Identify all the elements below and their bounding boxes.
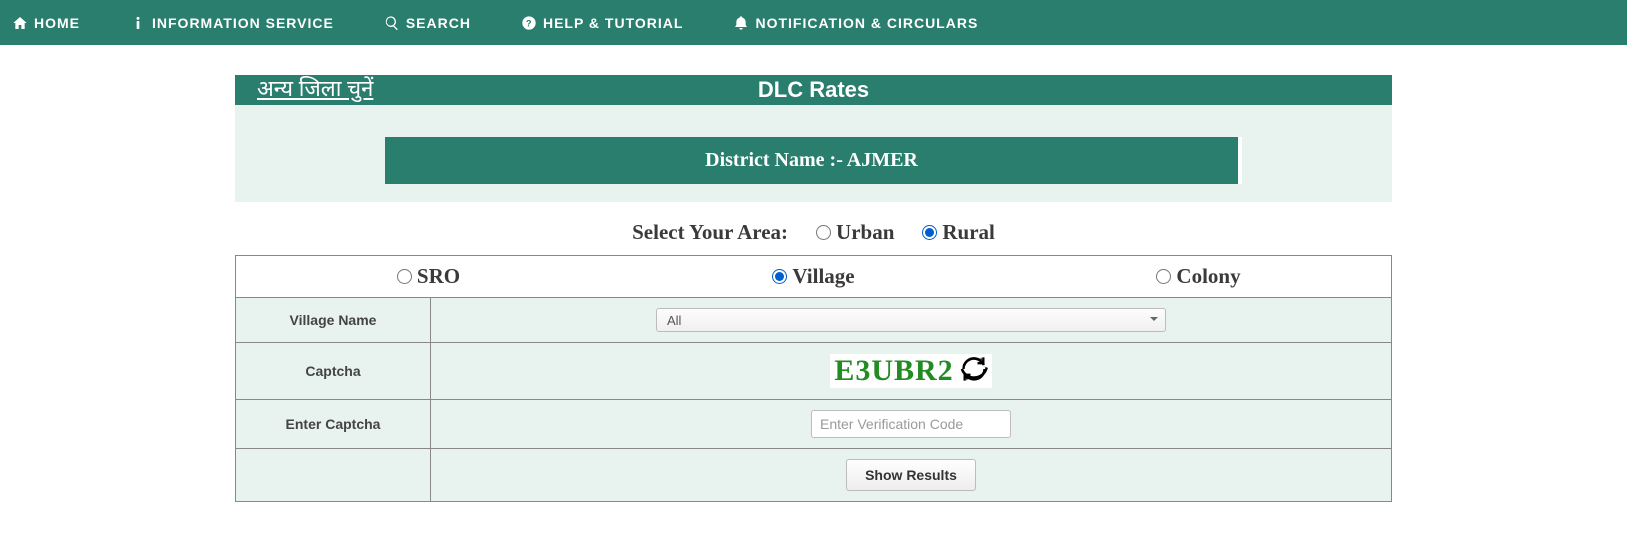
category-village-option[interactable]: Village: [772, 264, 854, 289]
radio-rural[interactable]: [922, 225, 937, 240]
page-title: DLC Rates: [235, 77, 1392, 103]
nav-search[interactable]: SEARCH: [384, 15, 471, 31]
nav-home[interactable]: HOME: [12, 15, 80, 31]
page-header-bar: अन्य जिला चुनें DLC Rates: [235, 75, 1392, 105]
area-urban-option[interactable]: Urban: [816, 220, 894, 245]
nav-info-label: INFORMATION SERVICE: [152, 15, 334, 31]
area-rural-option[interactable]: Rural: [922, 220, 995, 245]
show-results-label-cell: [236, 449, 431, 502]
nav-notif-label: NOTIFICATION & CIRCULARS: [755, 15, 978, 31]
nav-home-label: HOME: [34, 15, 80, 31]
area-rural-label: Rural: [942, 220, 995, 245]
refresh-captcha-button[interactable]: [960, 355, 988, 388]
category-sro-option[interactable]: SRO: [397, 264, 460, 289]
category-colony-label: Colony: [1176, 264, 1240, 289]
row-show-results: Show Results: [236, 449, 1392, 502]
home-icon: [12, 15, 28, 31]
row-village-name: Village Name All: [236, 298, 1392, 343]
other-district-link[interactable]: अन्य जिला चुनें: [235, 76, 373, 105]
village-name-label: Village Name: [236, 298, 431, 343]
area-urban-label: Urban: [836, 220, 894, 245]
captcha-input[interactable]: [811, 410, 1011, 438]
captcha-display: E3UBR2: [830, 354, 991, 388]
nav-help-label: HELP & TUTORIAL: [543, 15, 684, 31]
radio-sro[interactable]: [397, 269, 412, 284]
radio-urban[interactable]: [816, 225, 831, 240]
select-area-row: Select Your Area: Urban Rural: [632, 220, 995, 245]
enter-captcha-label: Enter Captcha: [236, 400, 431, 449]
captcha-label: Captcha: [236, 343, 431, 400]
village-name-value: All: [667, 313, 681, 328]
content-wrap: अन्य जिला चुनें DLC Rates District Name …: [0, 45, 1627, 502]
bell-icon: [733, 15, 749, 31]
info-icon: [130, 15, 146, 31]
nav-information-service[interactable]: INFORMATION SERVICE: [130, 15, 334, 31]
row-enter-captcha: Enter Captcha: [236, 400, 1392, 449]
district-name-label: District Name :- AJMER: [385, 137, 1242, 184]
area-select-panel: Select Your Area: Urban Rural: [235, 202, 1392, 255]
category-sro-label: SRO: [417, 264, 460, 289]
nav-notification-circulars[interactable]: NOTIFICATION & CIRCULARS: [733, 15, 978, 31]
form-table: SRO Village Colony: [235, 255, 1392, 502]
category-village-label: Village: [792, 264, 854, 289]
top-navbar: HOME INFORMATION SERVICE SEARCH ? HELP &…: [0, 0, 1627, 45]
category-colony-option[interactable]: Colony: [1156, 264, 1240, 289]
category-row: SRO Village Colony: [236, 256, 1392, 298]
row-captcha: Captcha E3UBR2: [236, 343, 1392, 400]
nav-help-tutorial[interactable]: ? HELP & TUTORIAL: [521, 15, 684, 31]
select-area-label: Select Your Area:: [632, 220, 788, 245]
show-results-button[interactable]: Show Results: [846, 459, 976, 491]
radio-colony[interactable]: [1156, 269, 1171, 284]
svg-text:?: ?: [526, 18, 532, 28]
district-panel: District Name :- AJMER: [235, 105, 1392, 202]
help-icon: ?: [521, 15, 537, 31]
village-name-dropdown[interactable]: All: [656, 308, 1166, 332]
search-icon: [384, 15, 400, 31]
nav-search-label: SEARCH: [406, 15, 471, 31]
captcha-image-text: E3UBR2: [834, 354, 953, 388]
radio-village[interactable]: [772, 269, 787, 284]
chevron-down-icon: [1149, 311, 1159, 329]
